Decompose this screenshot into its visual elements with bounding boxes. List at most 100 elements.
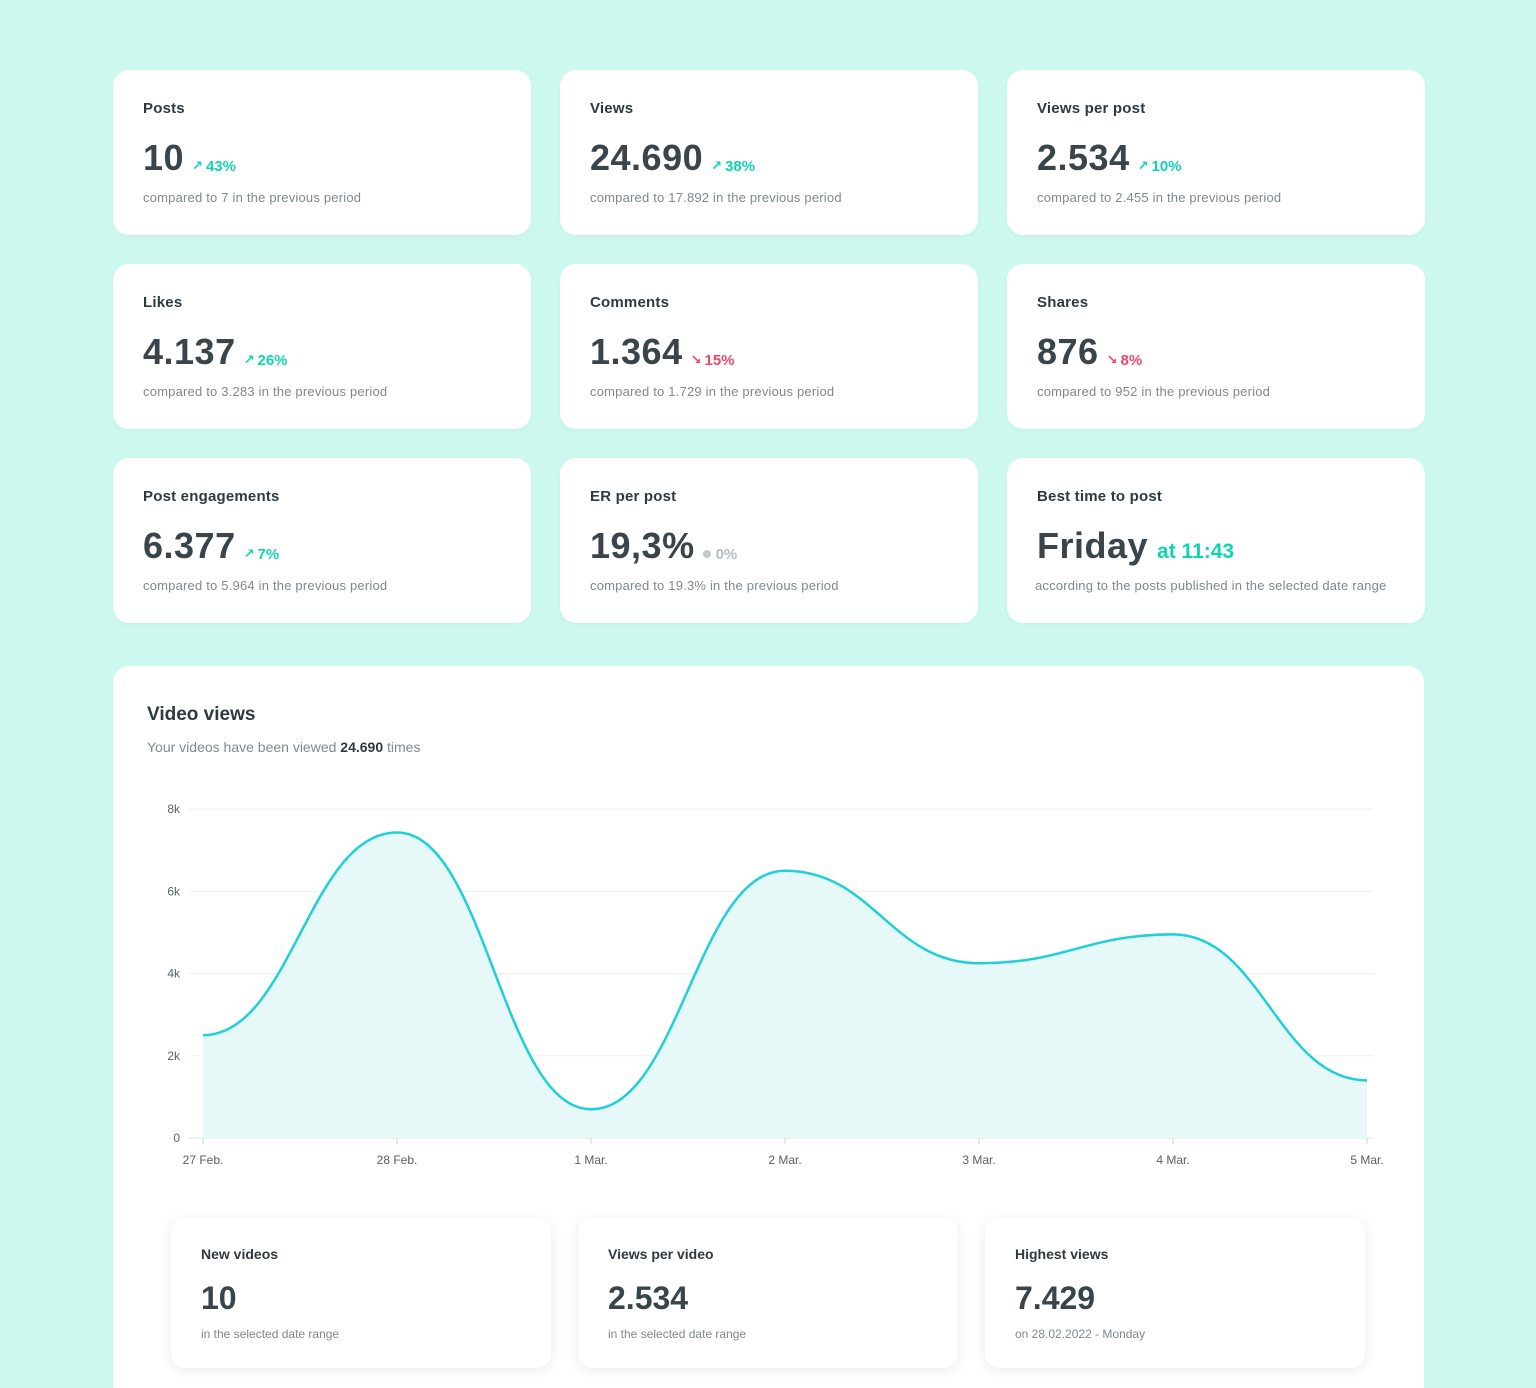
y-tick-label: 6k [167, 884, 181, 898]
video-views-panel: Video views Your videos have been viewed… [113, 666, 1424, 1388]
y-tick-label: 0 [173, 1131, 180, 1145]
stat-delta: ↘ 8% [1107, 352, 1143, 369]
delta-value: 38% [725, 157, 756, 175]
stat-card-views: Views 24.690 ↗ 38% compared to 17.892 in … [560, 70, 978, 235]
stat-comparison: compared to 7 in the previous period [143, 190, 362, 205]
arrow-up-right-icon: ↗ [1137, 158, 1149, 173]
stat-card-posts: Posts 10 ↗ 43% compared to 7 in the previ… [113, 70, 531, 235]
stat-delta: ↘ 15% [691, 352, 735, 369]
panel-subtitle: Your videos have been viewed 24.690 time… [147, 739, 420, 755]
best-time: at 11:43 [1157, 540, 1235, 563]
stat-value: 2.534 [1037, 137, 1130, 178]
stat-value-row: 876 ↘ 8% [1037, 331, 1395, 372]
stat-card-comments: Comments 1.364 ↘ 15% compared to 1.729 in… [560, 264, 978, 429]
dot-icon [702, 550, 711, 558]
mini-value: 7.429 [1015, 1280, 1096, 1316]
stat-value: 19,3% [590, 525, 695, 566]
delta-value: 8% [1120, 351, 1143, 369]
stat-comparison: compared to 3.283 in the previous period [143, 384, 388, 399]
stat-delta: ↗ 10% [1138, 158, 1182, 175]
x-tick-label: 28 Feb. [377, 1153, 418, 1167]
stat-comparison: compared to 19.3% in the previous period [590, 578, 839, 593]
arrow-up-right-icon: ↗ [243, 546, 255, 561]
delta-value: 10% [1151, 157, 1182, 175]
stat-comparison: compared to 2.455 in the previous period [1037, 190, 1282, 205]
stat-value-row: 19,3% 0% [590, 525, 948, 566]
delta-value: 0% [715, 545, 738, 563]
video-views-chart: 0 2k 4k 6k 8k 27 Feb. 28 Feb. 1 Mar. 2 Mar. 3 Ma… [167, 802, 1384, 1167]
stat-comparison: compared to 952 in the previous period [1037, 384, 1271, 399]
stat-value-row: 2.534 ↗ 10% [1037, 137, 1395, 178]
arrow-up-right-icon: ↗ [192, 158, 203, 173]
mini-card-highest-views: Highest views 7.429 on 28.02.2022 - Mond… [985, 1218, 1365, 1368]
stats-grid: Posts 10 ↗ 43% compared to 7 in the previ… [113, 70, 1425, 623]
best-day: Friday [1037, 525, 1149, 566]
delta-value: 26% [257, 351, 288, 369]
mini-card-new-videos: New videos 10 in the selected date range [171, 1218, 551, 1368]
stat-delta: ↗ 26% [244, 352, 288, 369]
stat-delta: 0% [702, 545, 738, 563]
stat-card-likes: Likes 4.137 ↗ 26% compared to 3.283 in th… [113, 264, 531, 429]
y-tick-label: 8k [167, 802, 181, 816]
best-time-note: according to the posts published in the … [1035, 578, 1387, 593]
arrow-up-right-icon: ↗ [243, 352, 255, 367]
stat-title: Shares [1037, 294, 1089, 311]
stat-value: 4.137 [143, 331, 236, 372]
x-axis-ticks: 27 Feb. 28 Feb. 1 Mar. 2 Mar. 3 Mar. 4 Mar. 5 … [183, 1138, 1384, 1167]
mini-value: 2.534 [608, 1280, 689, 1316]
subtitle-prefix: Your videos have been viewed [147, 739, 337, 755]
stat-title: Comments [590, 294, 670, 311]
mini-sub: in the selected date range [608, 1327, 747, 1341]
stat-card-er-per-post: ER per post 19,3% 0% compared to 19.3% i… [560, 458, 978, 623]
stat-value: 876 [1037, 331, 1099, 372]
arrow-down-right-icon: ↘ [1106, 352, 1118, 367]
stat-delta: ↗ 43% [192, 158, 236, 175]
chart-area-fill [203, 832, 1367, 1138]
delta-value: 7% [257, 545, 280, 563]
stat-title: ER per post [590, 488, 677, 505]
x-tick-label: 4 Mar. [1156, 1153, 1189, 1167]
arrow-down-right-icon: ↘ [690, 352, 702, 367]
chart-series-line [202, 831, 1368, 1111]
stat-title: Post engagements [143, 488, 280, 505]
stat-card-views-per-post: Views per post 2.534 ↗ 10% compared to 2.… [1007, 70, 1425, 235]
mini-sub: in the selected date range [201, 1327, 340, 1341]
video-summary-row: New videos 10 in the selected date range… [171, 1218, 1365, 1368]
stat-value-row: 1.364 ↘ 15% [590, 331, 948, 372]
stat-value: 1.364 [590, 331, 683, 372]
stat-value-row: Friday at 11:43 [1037, 525, 1395, 566]
stat-delta: ↗ 7% [244, 546, 280, 563]
mini-sub: on 28.02.2022 - Monday [1015, 1327, 1146, 1341]
stat-comparison: compared to 17.892 in the previous perio… [590, 190, 842, 205]
stat-value-row: 6.377 ↗ 7% [143, 525, 501, 566]
stat-title: Views [590, 100, 634, 117]
x-tick-label: 1 Mar. [574, 1153, 607, 1167]
mini-value: 10 [201, 1280, 237, 1316]
mini-title: Views per video [608, 1246, 714, 1262]
stat-title: Best time to post [1037, 488, 1163, 505]
stat-value: 24.690 [590, 137, 704, 178]
delta-value: 15% [704, 351, 735, 369]
stat-value-row: 24.690 ↗ 38% [590, 137, 948, 178]
stat-card-shares: Shares 876 ↘ 8% compared to 952 in the pr… [1007, 264, 1425, 429]
subtitle-suffix: times [387, 739, 421, 755]
stat-comparison: compared to 1.729 in the previous period [590, 384, 835, 399]
x-tick-label: 27 Feb. [183, 1153, 224, 1167]
stat-value-row: 4.137 ↗ 26% [143, 331, 501, 372]
delta-value: 43% [205, 157, 236, 175]
y-axis-ticks: 0 2k 4k 6k 8k [167, 802, 181, 1145]
x-tick-label: 2 Mar. [768, 1153, 801, 1167]
stat-card-best-time: Best time to post Friday at 11:43 accord… [1007, 458, 1425, 623]
stat-title: Views per post [1037, 100, 1146, 117]
mini-card-views-per-video: Views per video 2.534 in the selected da… [578, 1218, 958, 1368]
y-tick-label: 4k [167, 967, 181, 981]
y-tick-label: 2k [167, 1049, 181, 1063]
x-tick-label: 3 Mar. [962, 1153, 995, 1167]
stat-value-row: 10 ↗ 43% [143, 137, 501, 178]
arrow-up-right-icon: ↗ [711, 158, 723, 173]
subtitle-value: 24.690 [340, 739, 384, 755]
mini-title: Highest views [1015, 1246, 1109, 1262]
x-tick-label: 5 Mar. [1350, 1153, 1383, 1167]
stat-value: 6.377 [143, 525, 236, 566]
stat-title: Posts [143, 100, 185, 117]
